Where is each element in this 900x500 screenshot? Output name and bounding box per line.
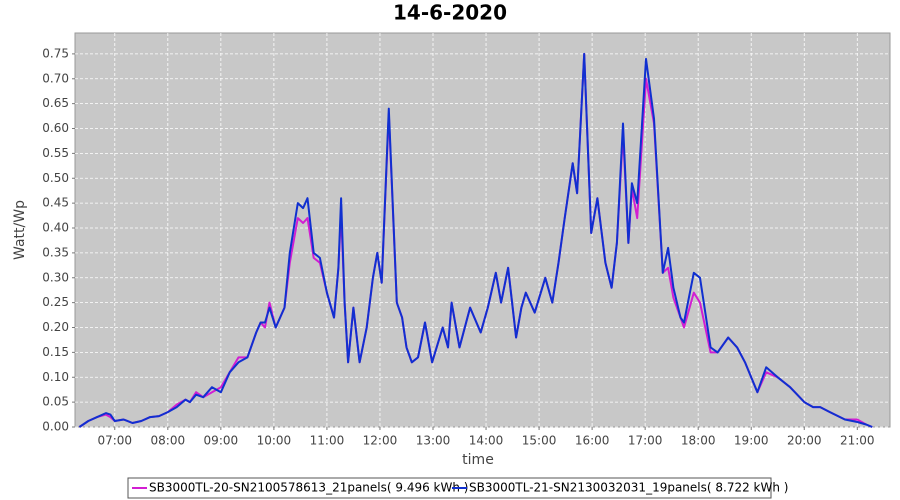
x-tick-label: 12:00 [363,434,398,448]
y-axis-label: Watt/Wp [12,200,28,260]
x-tick-label: 17:00 [628,434,663,448]
x-axis-label: time [462,452,494,468]
series-line [78,52,873,428]
y-tick-label: 0.35 [42,245,69,259]
y-tick-label: 0.05 [42,395,69,409]
x-tick-label: 15:00 [522,434,557,448]
plot-area [74,32,891,428]
x-tick-label: 19:00 [734,434,769,448]
y-tick-label: 0.15 [42,345,69,359]
y-tick-label: 0.70 [42,71,69,85]
y-tick-label: 0.50 [42,171,69,185]
legend [127,477,772,499]
x-tick-label: 13:00 [416,434,451,448]
chart-title: 14-6-2020 [393,1,507,25]
y-tick-label: 0.10 [42,370,69,384]
y-tick-label: 0.45 [42,196,69,210]
x-tick-label: 20:00 [787,434,822,448]
y-tick-label: 0.25 [42,295,69,309]
x-tick-label: 10:00 [257,434,292,448]
x-tick-label: 18:00 [681,434,716,448]
y-tick-label: 0.00 [42,420,69,434]
x-tick-label: 07:00 [97,434,132,448]
legend-label: SB3000TL-21-SN2130032031_19panels( 8.722… [469,481,788,495]
y-tick-label: 0.40 [42,221,69,235]
y-tick-label: 0.30 [42,270,69,284]
legend-label: SB3000TL-20-SN2100578613_21panels( 9.496… [149,481,468,495]
y-tick-label: 0.75 [42,46,69,60]
x-tick-label: 11:00 [310,434,345,448]
x-tick-label: 16:00 [575,434,610,448]
x-tick-label: 21:00 [840,434,875,448]
grid [75,33,890,428]
y-tick-label: 0.55 [42,146,69,160]
x-tick-label: 08:00 [151,434,186,448]
y-tick-label: 0.65 [42,96,69,110]
y-tick-label: 0.60 [42,121,69,135]
x-tick-label: 14:00 [469,434,504,448]
y-tick-label: 0.20 [42,320,69,334]
x-tick-label: 09:00 [204,434,239,448]
lines [78,52,873,428]
